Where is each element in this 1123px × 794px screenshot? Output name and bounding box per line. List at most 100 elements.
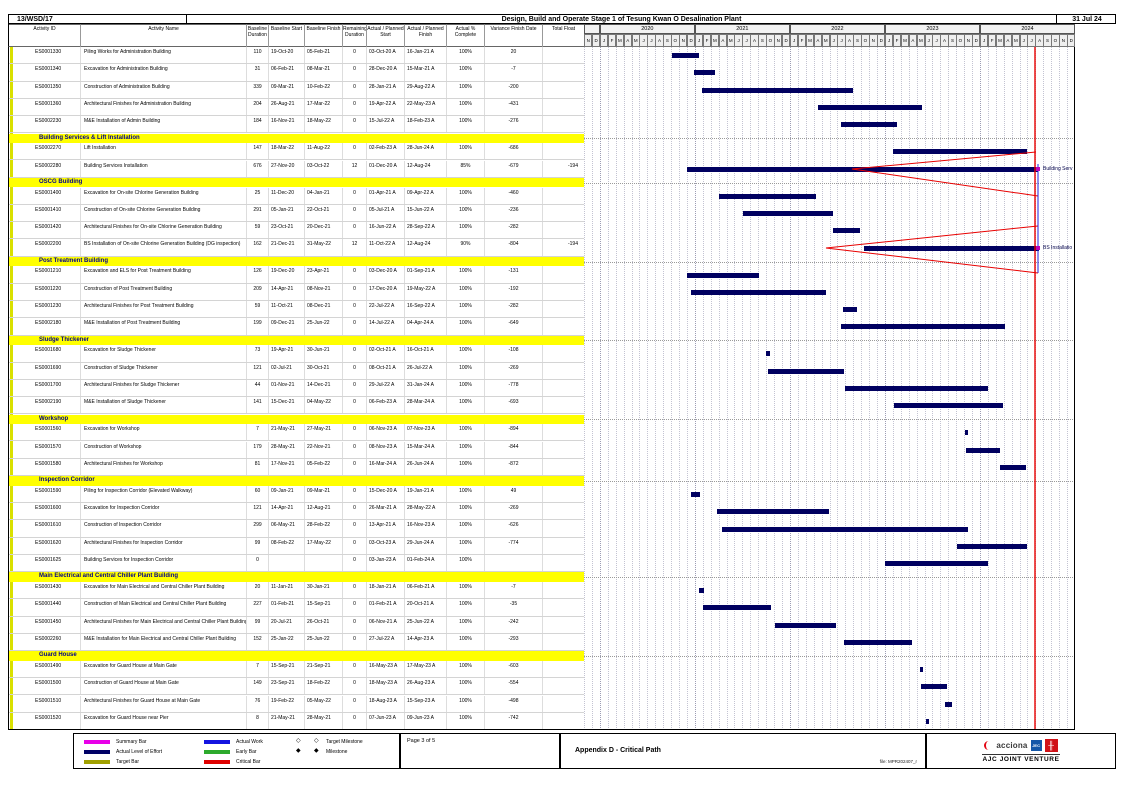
cell-act_start: 02-Feb-23 A (367, 143, 405, 160)
cell-id: ES0001430 (9, 582, 81, 599)
table-row: ES0002260 M&E Installation for Main Elect… (9, 633, 584, 652)
cell-bl_start: 28-May-21 (269, 441, 305, 458)
cell-bl_finish: 25-Jun-22 (305, 633, 343, 651)
cell-bl_finish: 18-May-22 (305, 116, 343, 133)
month-gridline (829, 47, 831, 729)
column-header-id: Activity ID (9, 24, 81, 47)
month-cell: A (750, 34, 759, 47)
month-gridline (766, 47, 768, 729)
cell-act_finish: 15-Mar-21 A (405, 64, 447, 81)
cell-bl_start: 19-Feb-22 (269, 695, 305, 712)
legend-swatch (204, 760, 230, 764)
cell-name: Building Services Installation (81, 160, 247, 177)
table-row: ES0001570 Construction of Workshop 179 28-M… (9, 441, 584, 459)
cell-bl_dur: 81 (247, 458, 269, 476)
table-row: ES0002190 M&E Installation of Sludge Thic… (9, 397, 584, 415)
cell-bl_start: 19-Oct-20 (269, 47, 305, 64)
month-cell: A (1035, 34, 1044, 47)
cell-act_finish: 26-Jun-24 A (405, 458, 447, 476)
milestone-marker (1036, 246, 1040, 250)
cell-rem_dur: 0 (343, 397, 367, 414)
cell-act_start: 01-Dec-20 A (367, 160, 405, 177)
section-band: OSCG Building (9, 177, 584, 188)
cell-bl_dur: 59 (247, 222, 269, 239)
cell-bl_dur: 0 (247, 555, 269, 572)
cell-total_float: -194 (543, 161, 584, 177)
cell-bl_dur: 179 (247, 441, 269, 458)
cell-act_start: 16-Mar-24 A (367, 458, 405, 476)
cell-variance: -554 (485, 678, 543, 695)
cell-name: Construction of Inspection Corridor (81, 520, 247, 537)
cell-rem_dur: 0 (343, 678, 367, 695)
cell-total_float (543, 222, 584, 238)
cell-bl_finish: 08-Nov-21 (305, 283, 343, 300)
cell-act_start: 28-Dec-20 A (367, 64, 405, 81)
cell-total_float (543, 397, 584, 413)
cell-pct: 100% (447, 678, 485, 695)
cell-bl_finish: 28-Feb-22 (305, 520, 343, 537)
cell-variance: -269 (485, 503, 543, 520)
cell-act_finish: 26-Aug-23 A (405, 678, 447, 695)
table-column-headers: Activity ID Activity Name Baseline Duratio… (8, 24, 585, 47)
cell-bl_finish: 22-Nov-21 (305, 441, 343, 458)
cell-act_start: 18-Jan-21 A (367, 582, 405, 599)
table-row: ES0001450 Architectural Finishes for Main… (9, 616, 584, 634)
month-gridline (710, 47, 712, 729)
cell-id: ES0001340 (9, 64, 81, 81)
legend-swatch (84, 760, 110, 764)
month-gridline (671, 47, 673, 729)
cell-pct: 100% (447, 582, 485, 599)
cell-bl_dur: 184 (247, 116, 269, 133)
month-cell: J (1027, 34, 1036, 47)
cell-bl_finish: 11-Aug-22 (305, 143, 343, 160)
cell-bl_start: 26-Aug-21 (269, 98, 305, 116)
gantt-bar (701, 87, 853, 93)
month-cell: N (964, 34, 973, 47)
section-band: Sludge Thickener (9, 335, 584, 346)
month-cell: N (869, 34, 878, 47)
cell-name: BS Installation of On-site Chlorine Gene… (81, 239, 247, 256)
table-row: ES0001625 Building Services for Inspectio… (9, 555, 584, 573)
section-gridline (584, 577, 1074, 579)
gantt-overlay (825, 47, 1039, 729)
cell-id: ES0001360 (9, 98, 81, 116)
month-cell: M (726, 34, 735, 47)
gantt-bar (721, 526, 969, 532)
cell-bl_finish: 20-Dec-21 (305, 222, 343, 239)
cell-act_finish: 31-Jan-24 A (405, 379, 447, 397)
cell-name: Construction of Main Electrical and Cent… (81, 599, 247, 616)
cell-bl_dur: 60 (247, 485, 269, 503)
month-cell: J (932, 34, 941, 47)
cell-variance: -498 (485, 695, 543, 712)
legend-label: Critical Bar (236, 759, 261, 765)
table-row: ES0001350 Construction of Administration … (9, 81, 584, 99)
cell-variance: -649 (485, 318, 543, 335)
cell-bl_start: 14-Apr-21 (269, 503, 305, 520)
cell-pct: 100% (447, 397, 485, 414)
cell-bl_start: 09-Dec-21 (269, 318, 305, 335)
cell-bl_start: 06-Feb-21 (269, 64, 305, 81)
gantt-bar (944, 701, 953, 707)
cell-total_float (543, 555, 584, 571)
cell-id: ES0001220 (9, 283, 81, 300)
cell-bl_finish: 10-Feb-22 (305, 81, 343, 98)
cell-bl_start: 23-Oct-21 (269, 222, 305, 239)
cell-pct: 100% (447, 64, 485, 81)
month-gridline (679, 47, 681, 729)
cell-act_start: 18-May-23 A (367, 678, 405, 695)
cell-variance: -242 (485, 616, 543, 633)
cell-bl_finish: 14-Dec-21 (305, 379, 343, 397)
month-cell: J (694, 34, 704, 47)
cell-bl_dur: 20 (247, 582, 269, 599)
cell-variance: -200 (485, 81, 543, 98)
month-gridline (987, 47, 989, 729)
cell-bl_dur: 44 (247, 379, 269, 397)
column-header-name: Activity Name (81, 24, 247, 47)
cell-act_finish: 14-Apr-23 A (405, 633, 447, 651)
section-gridline (584, 480, 1074, 482)
cell-bl_start: 11-Dec-20 (269, 187, 305, 204)
gantt-bar (693, 70, 715, 76)
cell-total_float (543, 64, 584, 80)
table-row: ES0001600 Excavation for Inspection Corri… (9, 503, 584, 521)
cell-bl_finish: 12-Aug-21 (305, 503, 343, 520)
